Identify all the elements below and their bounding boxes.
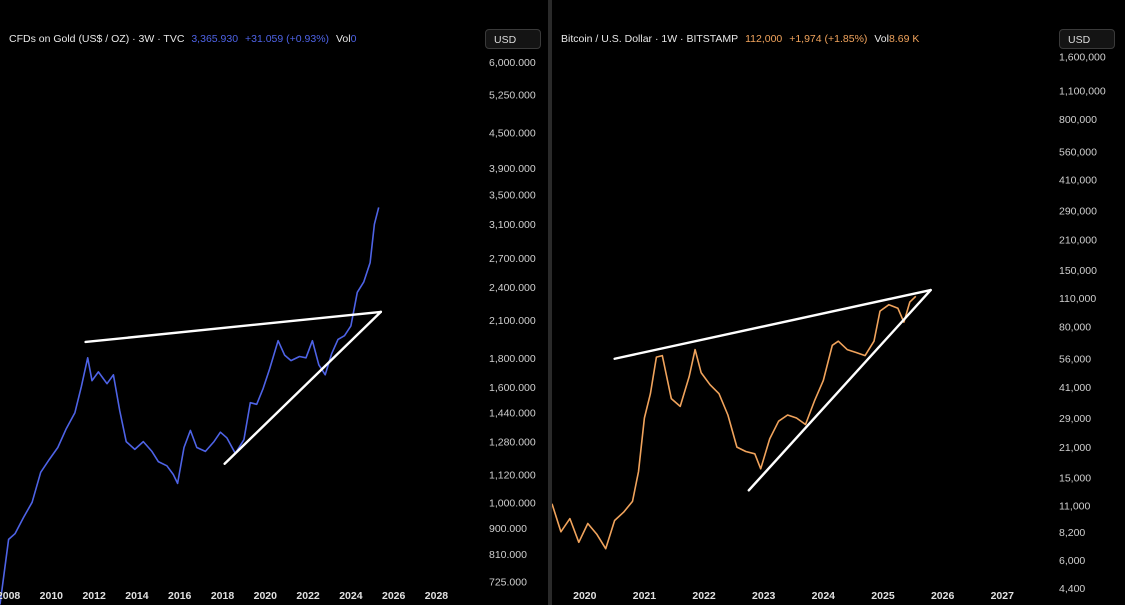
y-tick-label: 80,000 — [1059, 322, 1091, 334]
y-tick-label: 800,000 — [1059, 114, 1097, 126]
y-tick-label: 2,400.000 — [489, 282, 536, 294]
x-tick-label: 2025 — [871, 590, 895, 602]
y-tick-label: 560,000 — [1059, 146, 1097, 158]
y-tick-label: 3,500.000 — [489, 189, 536, 201]
y-tick-label: 1,000.000 — [489, 497, 536, 509]
y-tick-label: 11,000 — [1059, 500, 1090, 512]
resistance-trendline[interactable] — [613, 288, 932, 360]
x-tick-label: 2012 — [82, 590, 106, 602]
x-tick-label: 2024 — [812, 590, 836, 602]
gold-vol-label: Vol — [335, 33, 351, 45]
y-tick-label: 110,000 — [1059, 293, 1096, 305]
bitcoin-legend: Bitcoin / U.S. Dollar · 1W · BITSTAMP 11… — [561, 33, 923, 45]
x-tick-label: 2022 — [296, 590, 320, 602]
x-tick-label: 2010 — [40, 590, 64, 602]
bitcoin-change: +1,974 (+1.85%) — [789, 33, 868, 45]
y-tick-label: 1,120.000 — [489, 469, 536, 481]
gold-legend: CFDs on Gold (US$ / OZ) · 3W · TVC 3,365… — [9, 33, 360, 45]
y-tick-label: 2,700.000 — [489, 253, 536, 265]
y-tick-label: 410,000 — [1059, 174, 1097, 186]
y-tick-label: 8,200 — [1059, 527, 1085, 539]
y-tick-label: 21,000 — [1059, 442, 1091, 454]
y-tick-label: 210,000 — [1059, 235, 1097, 247]
x-tick-label: 2020 — [254, 590, 278, 602]
gold-price: 3,365.930 — [191, 33, 239, 45]
y-tick-label: 1,440.000 — [489, 408, 536, 420]
gold-currency-button[interactable]: USD — [485, 29, 541, 49]
x-tick-label: 2018 — [211, 590, 235, 602]
y-tick-label: 3,100.000 — [489, 219, 536, 231]
y-tick-label: 1,800.000 — [489, 353, 536, 365]
y-tick-label: 29,000 — [1059, 413, 1091, 425]
x-tick-label: 2026 — [931, 590, 955, 602]
bitcoin-vol-value: 8.69 K — [888, 33, 920, 45]
x-tick-label: 2026 — [382, 590, 406, 602]
x-tick-label: 2014 — [125, 590, 149, 602]
x-tick-label: 2008 — [0, 590, 20, 602]
y-tick-label: 2,100.000 — [489, 315, 536, 327]
support-trendline[interactable] — [747, 288, 932, 492]
gold-price-line — [0, 207, 380, 605]
y-tick-label: 900.000 — [489, 523, 527, 535]
y-tick-label: 150,000 — [1059, 265, 1097, 277]
x-tick-label: 2023 — [752, 590, 776, 602]
y-tick-label: 1,600.000 — [489, 382, 536, 394]
bitcoin-symbol: Bitcoin / U.S. Dollar · 1W · BITSTAMP — [561, 33, 739, 45]
gold-chart-pane[interactable]: 6,000.000 5,250.000 4,500.000 3,900.000 3,50… — [0, 0, 548, 605]
y-tick-label: 15,000 — [1059, 472, 1091, 484]
bitcoin-chart-pane[interactable]: 1,600,000 1,100,000 800,000 560,000 410,000 2… — [552, 0, 1125, 605]
y-tick-label: 810.000 — [489, 549, 527, 561]
resistance-trendline[interactable] — [84, 310, 383, 344]
bitcoin-chart[interactable]: 1,600,000 1,100,000 800,000 560,000 410,000 2… — [552, 0, 1125, 605]
y-tick-label: 4,500.000 — [489, 128, 536, 140]
y-tick-label: 3,900.000 — [489, 163, 536, 175]
pane-divider[interactable] — [548, 0, 552, 605]
y-tick-label: 1,600,000 — [1059, 52, 1106, 64]
bitcoin-vol-label: Vol — [874, 33, 889, 45]
x-tick-label: 2028 — [425, 590, 449, 602]
x-tick-label: 2016 — [168, 590, 192, 602]
y-tick-label: 290,000 — [1059, 206, 1097, 218]
x-tick-label: 2024 — [339, 590, 363, 602]
x-tick-label: 2021 — [633, 590, 657, 602]
y-tick-label: 5,250.000 — [489, 90, 536, 102]
gold-change: +31.059 (+0.93%) — [244, 33, 330, 45]
support-trendline[interactable] — [223, 310, 383, 465]
y-tick-label: 56,000 — [1059, 354, 1091, 366]
gold-vol-value: 0 — [350, 33, 357, 45]
bitcoin-price-line — [552, 295, 917, 550]
gold-symbol: CFDs on Gold (US$ / OZ) · 3W · TVC — [9, 33, 185, 45]
y-tick-label: 41,000 — [1059, 382, 1091, 394]
bitcoin-price: 112,000 — [745, 33, 783, 45]
bitcoin-currency-button[interactable]: USD — [1059, 29, 1115, 49]
y-tick-label: 6,000 — [1059, 555, 1085, 567]
x-tick-label: 2027 — [991, 590, 1015, 602]
y-tick-label: 1,280.000 — [489, 437, 536, 449]
x-tick-label: 2020 — [573, 590, 597, 602]
y-tick-label: 725.000 — [489, 576, 527, 588]
x-tick-label: 2022 — [692, 590, 716, 602]
gold-chart[interactable]: 6,000.000 5,250.000 4,500.000 3,900.000 3,50… — [0, 0, 548, 605]
y-tick-label: 4,400 — [1059, 583, 1085, 595]
y-tick-label: 1,100,000 — [1059, 85, 1106, 97]
y-tick-label: 6,000.000 — [489, 57, 536, 69]
